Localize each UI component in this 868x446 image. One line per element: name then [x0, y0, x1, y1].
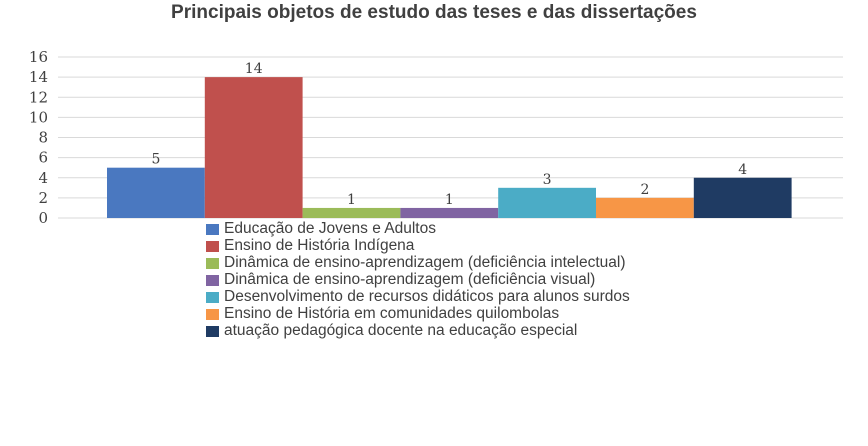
y-tick-label: 0 [38, 209, 48, 227]
legend-label: Dinâmica de ensino-aprendizagem (deficiê… [224, 271, 596, 288]
y-tick-label: 4 [38, 169, 48, 187]
legend-item: Dinâmica de ensino-aprendizagem (deficiê… [206, 254, 686, 271]
y-tick-label: 10 [29, 108, 48, 126]
legend-item: Desenvolvimento de recursos didáticos pa… [206, 288, 686, 305]
bar [596, 197, 694, 218]
legend-label: Ensino de História Indígena [224, 237, 415, 254]
bar [302, 207, 401, 218]
chart-title: Principais objetos de estudo das teses e… [171, 2, 697, 23]
legend-swatch [206, 275, 219, 286]
y-tick-label: 2 [38, 189, 48, 207]
bar-value-label: 2 [640, 182, 649, 198]
bar [400, 207, 499, 218]
bar [498, 187, 596, 218]
bar-value-label: 5 [151, 152, 160, 168]
bar [204, 77, 303, 218]
legend-item: atuação pedagógica docente na educação e… [206, 322, 686, 339]
bar-value-label: 4 [738, 162, 747, 178]
bar-value-label: 3 [543, 172, 552, 188]
bar [693, 177, 792, 218]
legend: Educação de Jovens e Adultos Ensino de Hi… [206, 220, 686, 339]
bar [107, 167, 205, 218]
legend-item: Educação de Jovens e Adultos [206, 220, 686, 237]
legend-swatch [206, 309, 219, 320]
legend-swatch [206, 258, 219, 269]
legend-item: Ensino de História em comunidades quilom… [206, 305, 686, 322]
legend-swatch [206, 224, 219, 235]
y-tick-label: 6 [38, 149, 48, 167]
y-tick-label: 14 [29, 68, 48, 86]
legend-swatch [206, 326, 219, 337]
legend-label: Desenvolvimento de recursos didáticos pa… [224, 288, 630, 305]
legend-swatch [206, 241, 219, 252]
bars [107, 77, 792, 218]
legend-label: Dinâmica de ensino-aprendizagem (deficiê… [224, 254, 626, 271]
y-axis: 0 2 4 6 8 10 12 14 16 [29, 48, 48, 227]
y-tick-label: 8 [38, 129, 48, 147]
y-tick-label: 16 [29, 48, 48, 66]
bar-value-label: 1 [347, 192, 356, 208]
legend-label: Educação de Jovens e Adultos [224, 220, 436, 237]
legend-label: atuação pedagógica docente na educação e… [224, 322, 578, 339]
legend-swatch [206, 292, 219, 303]
y-tick-label: 12 [29, 88, 48, 106]
legend-label: Ensino de História em comunidades quilom… [224, 305, 560, 322]
legend-item: Dinâmica de ensino-aprendizagem (deficiê… [206, 271, 686, 288]
bar-value-label: 14 [245, 61, 263, 77]
data-labels: 5 14 1 1 3 2 4 [151, 61, 747, 208]
bar-value-label: 1 [445, 192, 454, 208]
legend-item: Ensino de História Indígena [206, 237, 686, 254]
